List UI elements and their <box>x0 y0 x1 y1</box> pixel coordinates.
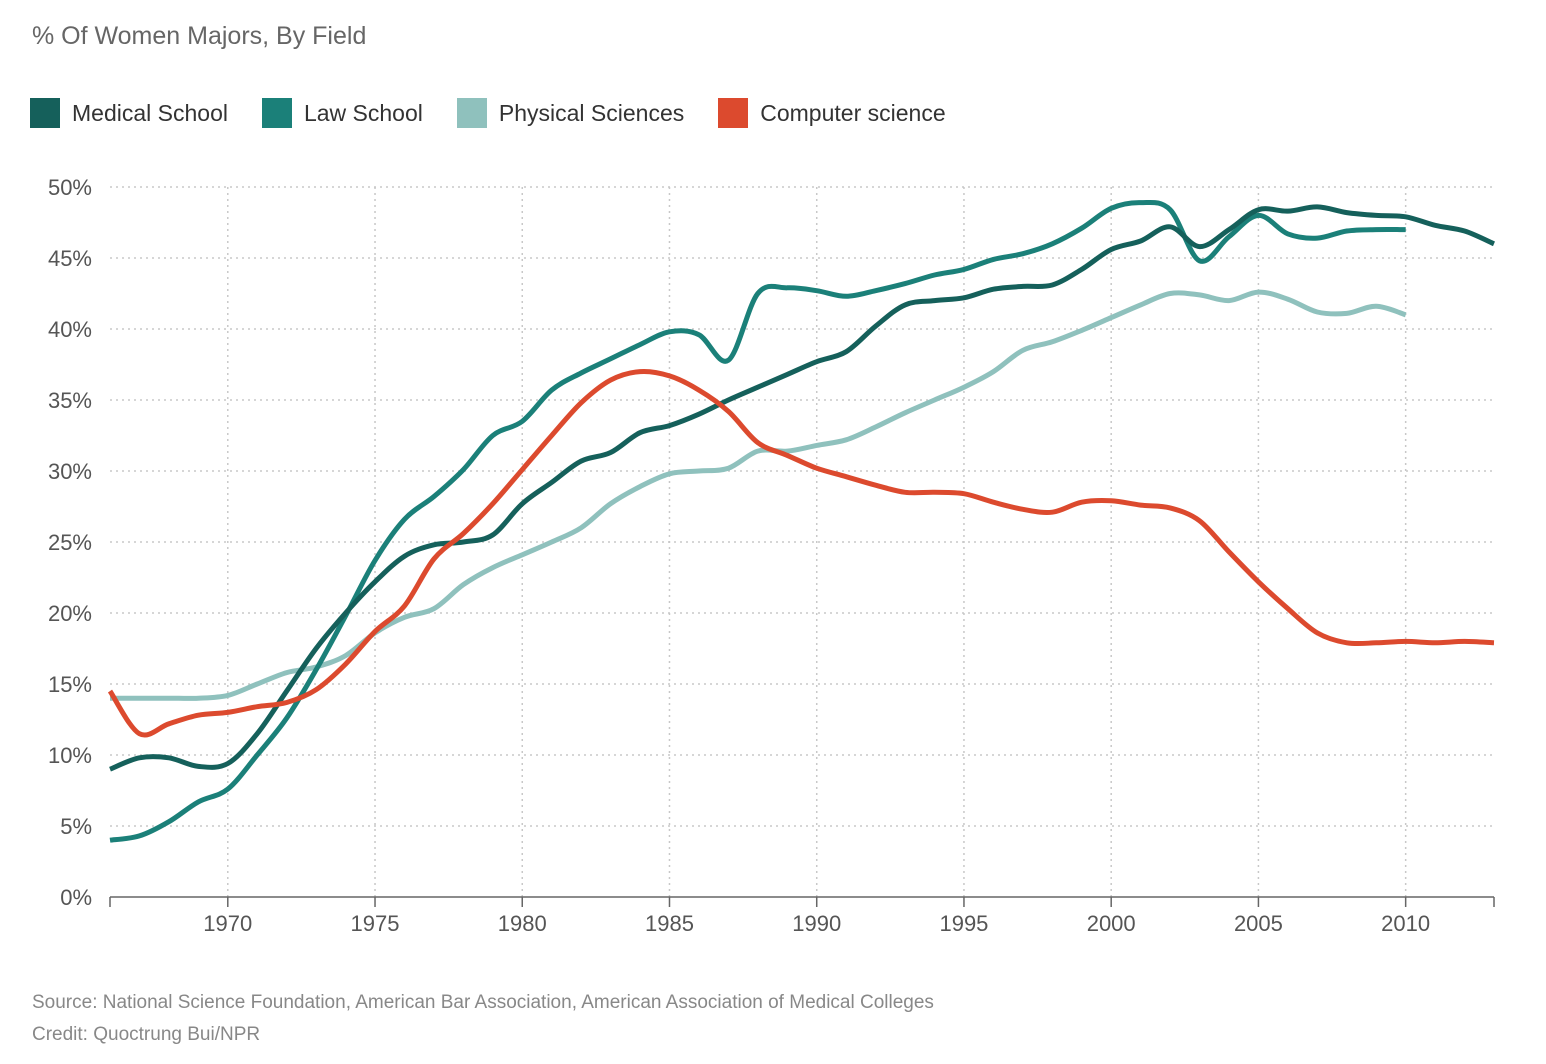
y-tick-label: 35% <box>48 388 92 413</box>
legend-label-law-school: Law School <box>303 99 423 126</box>
x-tick-label: 1985 <box>645 911 694 936</box>
series-line-law-school <box>109 199 1406 843</box>
x-tick-label: 1990 <box>792 911 841 936</box>
y-tick-label: 50% <box>48 175 92 200</box>
legend-swatch-law-school <box>261 98 292 128</box>
legend-label-medical-school: Medical School <box>72 99 228 126</box>
series-line-medical-school <box>109 204 1496 772</box>
legend-item-medical-school: Medical School <box>30 98 228 128</box>
x-tick-label: 2005 <box>1234 911 1283 936</box>
y-tick-label: 30% <box>48 459 92 484</box>
y-tick-label: 45% <box>48 246 92 271</box>
legend-label-physical-sciences: Physical Sciences <box>498 99 685 126</box>
legend-swatch-medical-school <box>30 98 60 128</box>
legend-label-computer-science: Computer science <box>760 99 946 126</box>
legend-item-computer-science: Computer science <box>718 98 946 128</box>
x-tick-label: 2000 <box>1087 911 1136 936</box>
chart-subtitle: % Of Women Majors, By Field <box>32 22 367 50</box>
x-tick-label: 1970 <box>203 911 252 936</box>
y-tick-label: 5% <box>60 814 92 839</box>
y-tick-label: 40% <box>48 317 92 342</box>
series-line-computer-science <box>107 368 1495 738</box>
x-tick-label: 1975 <box>351 911 400 936</box>
y-tick-label: 20% <box>48 601 92 626</box>
legend-swatch-computer-science <box>718 98 749 128</box>
x-tick-label: 1980 <box>498 911 547 936</box>
source-note: Source: National Science Foundation, Ame… <box>32 992 934 1013</box>
x-tick-label: 1995 <box>939 911 988 936</box>
y-tick-label: 25% <box>48 530 92 555</box>
legend-item-physical-sciences: Physical Sciences <box>456 98 685 128</box>
y-tick-label: 15% <box>48 672 92 697</box>
legend-swatch-physical-sciences <box>456 98 487 128</box>
legend-item-law-school: Law School <box>261 98 423 128</box>
y-tick-label: 10% <box>48 743 92 768</box>
chart-legend: Medical School Law School Physical Scien… <box>30 98 980 128</box>
series-line-physical-sciences <box>110 289 1407 701</box>
x-tick-label: 2010 <box>1381 911 1430 936</box>
credit-note: Credit: Quoctrung Bui/NPR <box>32 1024 261 1045</box>
y-tick-label: 0% <box>60 885 92 910</box>
